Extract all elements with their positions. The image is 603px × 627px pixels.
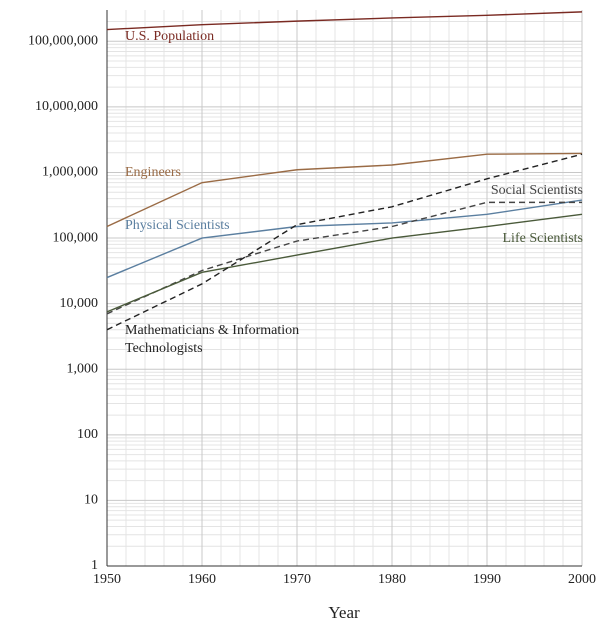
y-tick-label: 100,000,000 xyxy=(28,34,98,49)
y-tick-label: 10,000 xyxy=(60,296,99,311)
series-line xyxy=(106,11,583,31)
y-tick-label: 100,000 xyxy=(53,230,99,245)
series-line xyxy=(106,199,583,279)
y-tick-label: 10,000,000 xyxy=(35,99,98,114)
series-label: Physical Scientists xyxy=(125,218,230,233)
y-tick-label: 10 xyxy=(84,493,98,508)
series-line xyxy=(106,201,582,315)
x-tick-label: 1960 xyxy=(188,572,216,587)
series-line xyxy=(106,213,583,313)
y-tick-label: 1 xyxy=(91,558,98,573)
x-tick-label: 2000 xyxy=(568,572,596,587)
y-tick-label: 100 xyxy=(77,427,98,442)
x-tick-label: 1990 xyxy=(473,572,501,587)
series-label: Engineers xyxy=(125,165,181,180)
series-line xyxy=(106,152,583,228)
series-label: Life Scientists xyxy=(502,231,584,246)
series-label: U.S. Population xyxy=(125,29,215,44)
series-label: Mathematicians & Information Technologis… xyxy=(125,323,300,356)
x-tick-label: 1970 xyxy=(283,572,311,587)
series-line xyxy=(106,153,583,331)
series-label: Social Scientists xyxy=(490,183,583,198)
y-tick-label: 1,000 xyxy=(67,361,99,376)
x-tick-label: 1950 xyxy=(93,572,121,587)
x-tick-label: 1980 xyxy=(378,572,406,587)
y-tick-label: 1,000,000 xyxy=(42,165,98,180)
x-axis-label: Year xyxy=(328,603,360,622)
